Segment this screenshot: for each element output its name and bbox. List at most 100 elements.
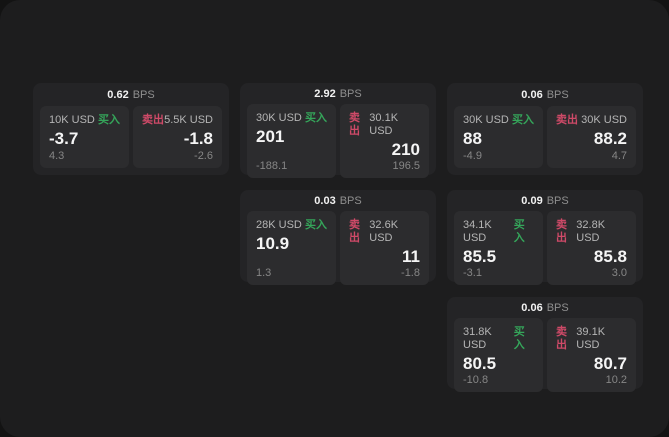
buy-delta: -3.1 bbox=[463, 267, 482, 279]
buy-price: 85.5 bbox=[463, 247, 497, 266]
buy-amount: 30K USD bbox=[463, 114, 509, 126]
buy-panel[interactable]: 34.1K USD 买入 85.5 -3.1 bbox=[454, 211, 543, 285]
buy-panel-top: 10K USD 买入 bbox=[49, 114, 120, 127]
buy-amount: 34.1K USD bbox=[463, 219, 492, 244]
bps-value: 2.92 bbox=[314, 88, 336, 100]
sell-amount: 30K USD bbox=[581, 114, 627, 126]
bps-header: 0.09 BPS bbox=[447, 190, 643, 207]
buy-delta: 1.3 bbox=[256, 267, 272, 279]
sell-amount: 32.6K USD bbox=[369, 219, 399, 244]
quote-card-grid: 0.62 BPS 10K USD 买入 -3.7 4.3 卖出 5.5K USD bbox=[33, 83, 643, 392]
bps-value: 0.06 bbox=[521, 89, 543, 101]
quote-panels: 34.1K USD 买入 85.5 -3.1 卖出 32.8K USD 85.8… bbox=[454, 211, 636, 285]
quote-panels: 31.8K USD 买入 80.5 -10.8 卖出 39.1K USD 80.… bbox=[454, 318, 636, 392]
buy-panel-top: 30K USD 买入 bbox=[256, 112, 327, 125]
buy-price: 201 bbox=[256, 127, 285, 146]
buy-delta: -188.1 bbox=[256, 160, 288, 172]
bps-header: 2.92 BPS bbox=[240, 83, 436, 100]
bps-unit-label: BPS bbox=[546, 302, 569, 314]
buy-panel[interactable]: 10K USD 买入 -3.7 4.3 bbox=[40, 106, 129, 168]
sell-panel[interactable]: 卖出 5.5K USD -1.8 -2.6 bbox=[133, 106, 222, 168]
buy-delta: 4.3 bbox=[49, 150, 65, 162]
buy-badge: 买入 bbox=[512, 114, 534, 126]
quote-panels: 30K USD 买入 201 -188.1 卖出 30.1K USD 210 1… bbox=[247, 104, 429, 178]
buy-delta: -10.8 bbox=[463, 374, 489, 386]
sell-price: 210 bbox=[391, 140, 420, 159]
sell-amount: 39.1K USD bbox=[576, 326, 606, 351]
buy-price: 88 bbox=[463, 129, 482, 148]
sell-panel[interactable]: 卖出 30.1K USD 210 196.5 bbox=[340, 104, 429, 178]
buy-amount: 28K USD bbox=[256, 219, 302, 231]
buy-badge: 买入 bbox=[305, 112, 327, 124]
bps-value: 0.62 bbox=[107, 89, 129, 101]
sell-panel[interactable]: 卖出 32.8K USD 85.8 3.0 bbox=[547, 211, 636, 285]
buy-panel-top: 34.1K USD 买入 bbox=[463, 219, 534, 245]
bps-unit-label: BPS bbox=[132, 89, 155, 101]
sell-price: -1.8 bbox=[183, 129, 213, 148]
sell-badge: 卖出 bbox=[349, 219, 360, 244]
buy-delta: -4.9 bbox=[463, 150, 482, 162]
sell-delta: 4.7 bbox=[611, 150, 627, 162]
quote-card: 0.06 BPS 30K USD 买入 88 -4.9 卖出 30K USD bbox=[447, 83, 643, 175]
sell-panel-top: 卖出 39.1K USD bbox=[556, 326, 627, 352]
bps-header: 0.03 BPS bbox=[240, 190, 436, 207]
sell-badge: 卖出 bbox=[556, 326, 567, 351]
bps-header: 0.06 BPS bbox=[447, 297, 643, 314]
sell-panel[interactable]: 卖出 32.6K USD 11 -1.8 bbox=[340, 211, 429, 285]
buy-amount: 31.8K USD bbox=[463, 326, 492, 351]
bps-unit-label: BPS bbox=[546, 195, 569, 207]
buy-price: -3.7 bbox=[49, 129, 79, 148]
buy-badge: 买入 bbox=[98, 114, 120, 126]
sell-amount: 30.1K USD bbox=[369, 112, 399, 137]
quote-panels: 28K USD 买入 10.9 1.3 卖出 32.6K USD 11 -1.8 bbox=[247, 211, 429, 285]
quote-card: 0.62 BPS 10K USD 买入 -3.7 4.3 卖出 5.5K USD bbox=[33, 83, 229, 175]
quote-card: 0.03 BPS 28K USD 买入 10.9 1.3 卖出 32.6K US… bbox=[240, 190, 436, 285]
buy-panel-top: 31.8K USD 买入 bbox=[463, 326, 534, 352]
buy-panel[interactable]: 28K USD 买入 10.9 1.3 bbox=[247, 211, 336, 285]
sell-price: 85.8 bbox=[593, 247, 627, 266]
sell-delta: -1.8 bbox=[401, 267, 420, 279]
sell-price: 88.2 bbox=[593, 129, 627, 148]
bps-value: 0.06 bbox=[521, 302, 543, 314]
sell-panel[interactable]: 卖出 30K USD 88.2 4.7 bbox=[547, 106, 636, 168]
bps-value: 0.09 bbox=[521, 195, 543, 207]
buy-price: 10.9 bbox=[256, 234, 290, 253]
bps-unit-label: BPS bbox=[546, 89, 569, 101]
buy-amount: 30K USD bbox=[256, 112, 302, 124]
quote-card: 2.92 BPS 30K USD 买入 201 -188.1 卖出 30.1K … bbox=[240, 83, 436, 178]
sell-panel[interactable]: 卖出 39.1K USD 80.7 10.2 bbox=[547, 318, 636, 392]
sell-panel-top: 卖出 30.1K USD bbox=[349, 112, 420, 138]
bps-header: 0.62 BPS bbox=[33, 83, 229, 102]
sell-panel-top: 卖出 5.5K USD bbox=[142, 114, 213, 127]
buy-panel-top: 28K USD 买入 bbox=[256, 219, 327, 232]
sell-amount: 5.5K USD bbox=[164, 114, 213, 126]
sell-badge: 卖出 bbox=[349, 112, 360, 137]
buy-panel[interactable]: 31.8K USD 买入 80.5 -10.8 bbox=[454, 318, 543, 392]
sell-panel-top: 卖出 32.6K USD bbox=[349, 219, 420, 245]
buy-badge: 买入 bbox=[513, 326, 525, 351]
sell-price: 80.7 bbox=[593, 354, 627, 373]
sell-panel-top: 卖出 32.8K USD bbox=[556, 219, 627, 245]
buy-price: 80.5 bbox=[463, 354, 497, 373]
buy-badge: 买入 bbox=[305, 219, 327, 231]
bps-value: 0.03 bbox=[314, 195, 336, 207]
buy-amount: 10K USD bbox=[49, 114, 95, 126]
sell-price: 11 bbox=[402, 247, 420, 266]
buy-badge: 买入 bbox=[513, 219, 525, 244]
sell-delta: -2.6 bbox=[194, 150, 213, 162]
quote-panels: 30K USD 买入 88 -4.9 卖出 30K USD 88.2 4.7 bbox=[454, 106, 636, 168]
sell-panel-top: 卖出 30K USD bbox=[556, 114, 627, 127]
bps-header: 0.06 BPS bbox=[447, 83, 643, 102]
buy-panel[interactable]: 30K USD 买入 201 -188.1 bbox=[247, 104, 336, 178]
sell-amount: 32.8K USD bbox=[576, 219, 606, 244]
bps-unit-label: BPS bbox=[339, 88, 362, 100]
quote-card: 0.09 BPS 34.1K USD 买入 85.5 -3.1 卖出 32.8K… bbox=[447, 190, 643, 285]
sell-badge: 卖出 bbox=[556, 114, 578, 126]
sell-badge: 卖出 bbox=[142, 114, 164, 126]
sell-badge: 卖出 bbox=[556, 219, 567, 244]
buy-panel-top: 30K USD 买入 bbox=[463, 114, 534, 127]
sell-delta: 3.0 bbox=[611, 267, 627, 279]
buy-panel[interactable]: 30K USD 买入 88 -4.9 bbox=[454, 106, 543, 168]
sell-delta: 196.5 bbox=[392, 160, 420, 172]
